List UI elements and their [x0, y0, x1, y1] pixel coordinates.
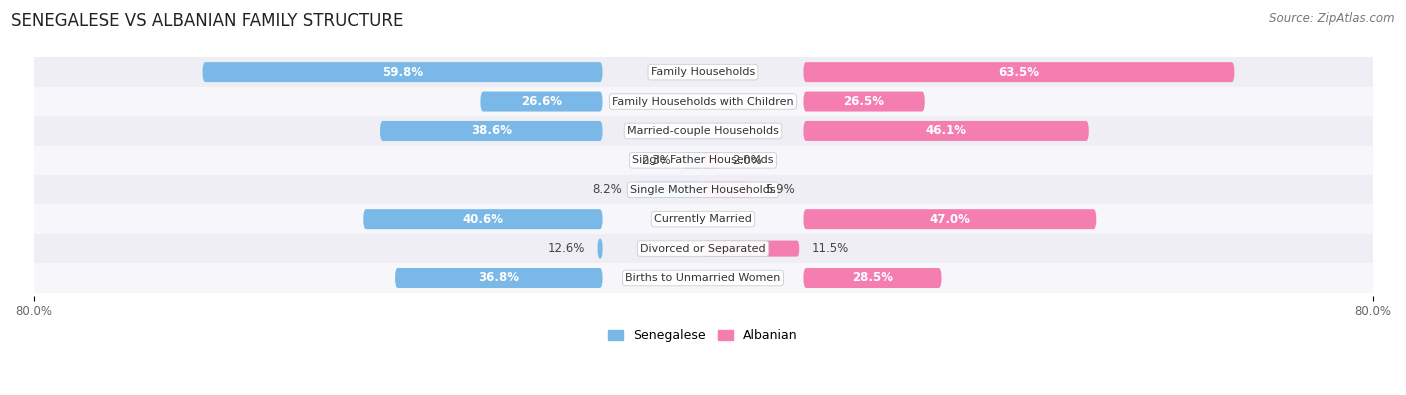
Bar — [34, 87, 1372, 116]
Text: 40.6%: 40.6% — [463, 213, 503, 226]
Text: 26.6%: 26.6% — [522, 95, 562, 108]
Text: 38.6%: 38.6% — [471, 124, 512, 137]
Bar — [34, 234, 1372, 263]
Bar — [34, 146, 1372, 175]
Text: 12.6%: 12.6% — [547, 242, 585, 255]
FancyBboxPatch shape — [634, 182, 703, 198]
Text: Births to Unmarried Women: Births to Unmarried Women — [626, 273, 780, 283]
FancyBboxPatch shape — [803, 209, 1097, 229]
Text: 47.0%: 47.0% — [929, 213, 970, 226]
FancyBboxPatch shape — [683, 152, 703, 168]
FancyBboxPatch shape — [395, 268, 603, 288]
FancyBboxPatch shape — [481, 92, 603, 111]
Text: Single Mother Households: Single Mother Households — [630, 185, 776, 195]
Text: 63.5%: 63.5% — [998, 66, 1039, 79]
Bar — [34, 116, 1372, 146]
Text: Divorced or Separated: Divorced or Separated — [640, 244, 766, 254]
Text: Source: ZipAtlas.com: Source: ZipAtlas.com — [1270, 12, 1395, 25]
Legend: Senegalese, Albanian: Senegalese, Albanian — [609, 329, 797, 342]
FancyBboxPatch shape — [380, 121, 603, 141]
FancyBboxPatch shape — [202, 62, 603, 82]
Text: Married-couple Households: Married-couple Households — [627, 126, 779, 136]
Text: 2.0%: 2.0% — [733, 154, 762, 167]
Text: 59.8%: 59.8% — [382, 66, 423, 79]
Text: Family Households with Children: Family Households with Children — [612, 96, 794, 107]
FancyBboxPatch shape — [803, 268, 942, 288]
FancyBboxPatch shape — [363, 209, 603, 229]
Bar — [34, 205, 1372, 234]
Text: 46.1%: 46.1% — [925, 124, 966, 137]
Text: Currently Married: Currently Married — [654, 214, 752, 224]
Bar — [34, 175, 1372, 205]
FancyBboxPatch shape — [703, 241, 799, 257]
Bar — [34, 57, 1372, 87]
Text: Single Father Households: Single Father Households — [633, 155, 773, 166]
Text: 36.8%: 36.8% — [478, 271, 519, 284]
Text: 26.5%: 26.5% — [844, 95, 884, 108]
FancyBboxPatch shape — [803, 92, 925, 111]
Text: SENEGALESE VS ALBANIAN FAMILY STRUCTURE: SENEGALESE VS ALBANIAN FAMILY STRUCTURE — [11, 12, 404, 30]
FancyBboxPatch shape — [703, 152, 720, 168]
Text: 11.5%: 11.5% — [811, 242, 849, 255]
Bar — [34, 263, 1372, 293]
FancyBboxPatch shape — [598, 239, 603, 259]
FancyBboxPatch shape — [703, 182, 752, 198]
Text: 8.2%: 8.2% — [592, 183, 621, 196]
FancyBboxPatch shape — [803, 62, 1234, 82]
Text: 2.3%: 2.3% — [641, 154, 671, 167]
FancyBboxPatch shape — [803, 121, 1088, 141]
Text: 5.9%: 5.9% — [765, 183, 794, 196]
Text: Family Households: Family Households — [651, 67, 755, 77]
Text: 28.5%: 28.5% — [852, 271, 893, 284]
